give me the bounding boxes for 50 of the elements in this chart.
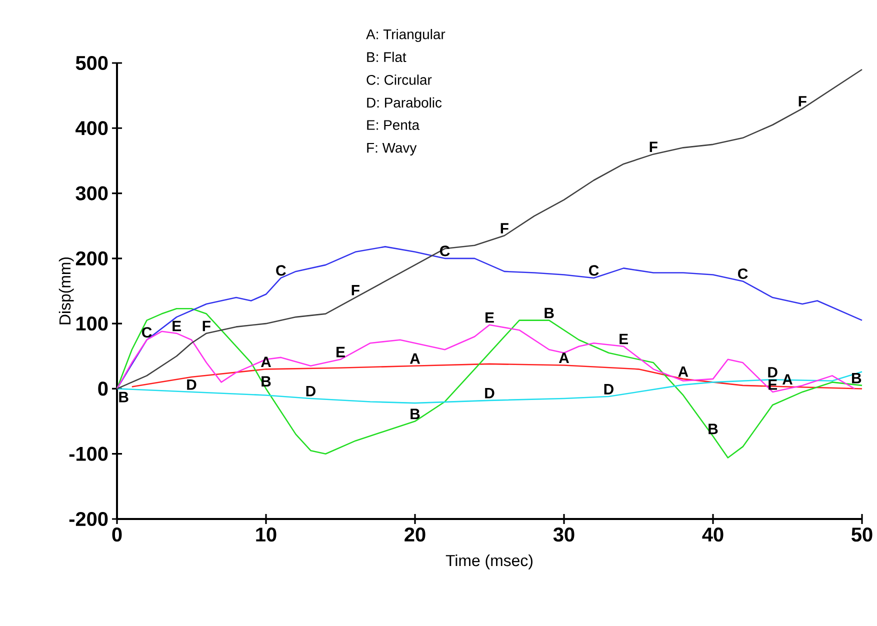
x-tick-label: 20 — [404, 528, 426, 542]
annotation: B — [119, 392, 128, 402]
annotation: D — [306, 386, 316, 396]
y-tick-label: 500 — [76, 56, 108, 70]
annotation: B — [410, 408, 420, 420]
y-tick-label: 300 — [76, 186, 108, 200]
y-tick-label: 100 — [76, 316, 108, 331]
x-tick-label: 40 — [702, 528, 724, 542]
annotation: E — [172, 320, 181, 332]
annotation: C: Circular — [366, 74, 432, 85]
annotation: F: Wavy — [367, 143, 417, 156]
annotation: C — [589, 265, 599, 276]
annotation: B — [544, 308, 554, 318]
annotation: B — [708, 424, 718, 434]
line-series — [116, 308, 863, 458]
annotation: A — [410, 353, 420, 364]
x-tick-label: 30 — [553, 528, 574, 542]
annotation: F — [352, 285, 360, 296]
annotation: F — [202, 320, 210, 332]
annotation: D — [187, 379, 196, 390]
x-tick-label: 0 — [112, 528, 122, 542]
annotation: B — [262, 376, 271, 387]
x-axis-title: Time (msec) — [446, 554, 532, 570]
text: A: Triangular — [366, 28, 446, 42]
annotation: C — [738, 268, 748, 280]
annotation: A — [678, 366, 688, 377]
y-tick-label: 200 — [76, 251, 108, 266]
y-tick-label: -100 — [69, 446, 108, 461]
annotation: D — [485, 388, 494, 398]
annotation: F — [798, 96, 806, 106]
annotation: E: Penta — [367, 120, 420, 130]
annotation: E — [620, 334, 628, 344]
y-tick-label: 0 — [98, 382, 108, 396]
annotation: C — [276, 265, 286, 276]
annotation: F — [650, 142, 658, 152]
y-axis-title: Disp(mm) — [58, 257, 74, 324]
annotation: E — [486, 312, 494, 323]
annotation: B — [852, 372, 862, 384]
text: B: Flat — [367, 52, 406, 62]
y-tick-label: 400 — [76, 121, 108, 136]
annotation: A — [558, 352, 569, 364]
annotation: D: Parabolic — [367, 97, 442, 108]
annotation: D — [768, 367, 778, 378]
annotation: C — [142, 327, 152, 338]
x-tick-label: 10 — [256, 528, 276, 542]
x-tick-label: 50 — [852, 528, 872, 542]
y-tick-label: -200 — [69, 512, 108, 526]
annotation: E — [336, 346, 345, 358]
annotation: D — [604, 384, 614, 394]
annotation: F — [500, 223, 508, 234]
